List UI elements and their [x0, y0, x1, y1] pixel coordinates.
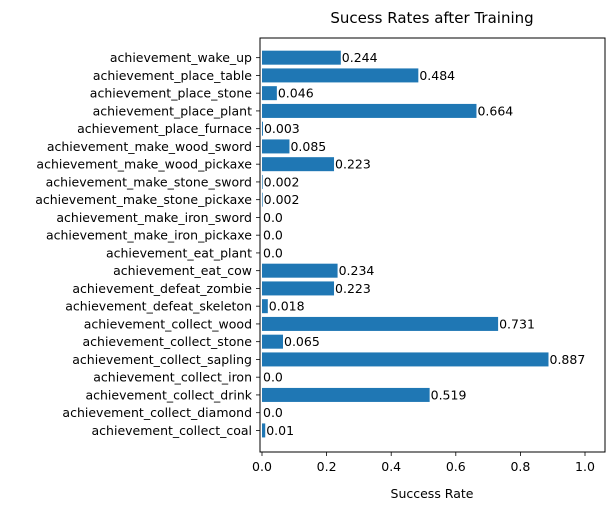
x-tick-label: 0.6	[446, 459, 466, 474]
bar-value-label: 0.085	[290, 139, 326, 154]
y-tick-label: achievement_place_furnace	[77, 121, 252, 136]
y-tick-label: achievement_wake_up	[110, 50, 252, 65]
x-tick-label: 0.8	[510, 459, 530, 474]
bar-value-label: 0.0	[263, 245, 283, 260]
bar	[262, 423, 266, 438]
y-tick-label: achievement_collect_coal	[92, 423, 252, 438]
y-tick-label: achievement_defeat_zombie	[72, 281, 252, 296]
x-tick-label: 0.4	[381, 459, 401, 474]
chart-title: Sucess Rates after Training	[330, 9, 533, 27]
bar-value-label: 0.0	[263, 405, 283, 420]
bar	[262, 157, 335, 172]
x-tick-label: 1.0	[575, 459, 595, 474]
bar-value-labels: 0.01 0.0 0.519 0.0 0.887 0.065 0.731 0.018 0.223…	[263, 50, 585, 438]
bar	[262, 352, 549, 367]
y-tick-label: achievement_collect_stone	[82, 334, 252, 349]
y-tick-label: achievement_collect_drink	[85, 387, 252, 402]
bar-value-label: 0.731	[499, 316, 535, 331]
bar-value-label: 0.002	[264, 174, 300, 189]
y-tick-label: achievement_place_plant	[93, 103, 253, 118]
y-tick-label: achievement_eat_plant	[106, 245, 252, 260]
bar-value-label: 0.664	[477, 103, 513, 118]
bar	[262, 281, 335, 296]
y-tick-label: achievement_place_table	[93, 68, 252, 83]
bar-value-label: 0.0	[263, 228, 283, 243]
y-tick-label: achievement_make_wood_pickaxe	[36, 157, 252, 172]
y-tick-label: achievement_make_iron_pickaxe	[46, 228, 252, 243]
bar-value-label: 0.887	[550, 352, 586, 367]
x-tick-label: 0.0	[252, 459, 272, 474]
bar-value-label: 0.0	[263, 210, 283, 225]
y-tick-label: achievement_collect_iron	[93, 370, 252, 385]
y-tick-label: achievement_make_wood_sword	[47, 139, 252, 154]
bar	[262, 316, 499, 331]
bar-value-label: 0.065	[284, 334, 320, 349]
bar	[262, 387, 430, 402]
y-tick-label: achievement_make_stone_pickaxe	[35, 192, 252, 207]
y-tick-label: achievement_collect_wood	[84, 316, 252, 331]
y-tick-label: achievement_collect_sapling	[72, 352, 252, 367]
bar-value-label: 0.234	[339, 263, 375, 278]
bar	[262, 139, 290, 154]
bar-value-label: 0.519	[431, 387, 467, 402]
bar	[262, 50, 341, 65]
y-tick-labels: achievement_collect_coal achievement_coll…	[35, 50, 260, 438]
bar-value-label: 0.223	[335, 281, 371, 296]
x-tick-label: 0.2	[317, 459, 337, 474]
bar-value-label: 0.244	[342, 50, 378, 65]
bar	[262, 174, 263, 189]
bar	[262, 299, 268, 314]
bar-value-label: 0.002	[264, 192, 300, 207]
bar-value-label: 0.018	[269, 299, 305, 314]
x-tick-labels: 0.0 0.2 0.4 0.6 0.8 1.0	[252, 452, 595, 474]
bar-value-label: 0.01	[266, 423, 294, 438]
bars-layer	[262, 50, 549, 438]
bar	[262, 263, 338, 278]
bar-value-label: 0.0	[263, 370, 283, 385]
y-tick-label: achievement_place_stone	[90, 86, 253, 101]
bar	[262, 68, 419, 83]
bar-value-label: 0.484	[419, 68, 455, 83]
plot-frame	[259, 37, 606, 453]
y-tick-label: achievement_defeat_skeleton	[65, 299, 252, 314]
bar	[262, 86, 277, 101]
bar-value-label: 0.223	[335, 157, 371, 172]
y-tick-label: achievement_make_iron_sword	[56, 210, 252, 225]
bar	[262, 103, 477, 118]
bar-value-label: 0.003	[264, 121, 300, 136]
x-axis-label: Success Rate	[391, 486, 474, 501]
y-tick-label: achievement_collect_diamond	[62, 405, 252, 420]
bar-value-label: 0.046	[278, 86, 314, 101]
bar	[262, 121, 263, 136]
bar	[262, 192, 263, 207]
bar	[262, 334, 283, 349]
y-tick-label: achievement_eat_cow	[113, 263, 252, 278]
y-tick-label: achievement_make_stone_sword	[46, 174, 252, 189]
